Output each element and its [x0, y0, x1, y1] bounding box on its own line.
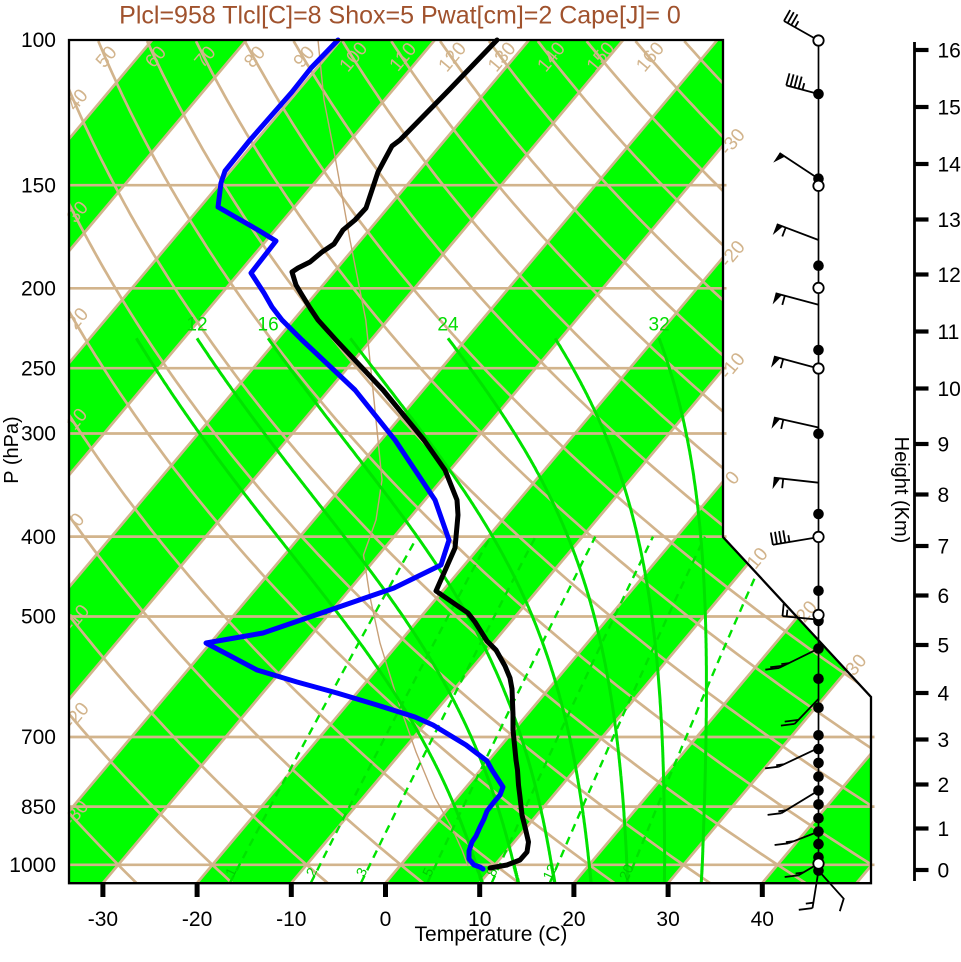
svg-text:13: 13 — [938, 209, 961, 232]
svg-text:15: 15 — [938, 96, 961, 119]
svg-text:300: 300 — [21, 423, 56, 446]
svg-text:100: 100 — [21, 29, 56, 52]
svg-text:32: 32 — [649, 314, 670, 335]
svg-text:16: 16 — [258, 314, 279, 335]
svg-text:Plcl=958 Tlcl[C]=8 Shox=5 P: Plcl=958 Tlcl[C]=8 Shox=5 Pwat[cm]=2 Cap… — [119, 2, 681, 30]
svg-text:0: 0 — [380, 908, 392, 931]
svg-text:150: 150 — [21, 174, 56, 197]
svg-text:4: 4 — [938, 682, 950, 705]
svg-text:12: 12 — [938, 264, 961, 287]
svg-text:250: 250 — [21, 357, 56, 380]
svg-text:2: 2 — [938, 774, 950, 797]
svg-text:Height (Km): Height (Km) — [890, 437, 912, 544]
svg-text:3: 3 — [938, 729, 950, 752]
svg-text:1000: 1000 — [9, 854, 56, 877]
svg-text:14: 14 — [938, 153, 961, 176]
svg-text:24: 24 — [437, 314, 459, 335]
svg-text:400: 400 — [21, 526, 56, 549]
svg-text:Temperature (C): Temperature (C) — [415, 923, 568, 946]
svg-text:11: 11 — [938, 321, 960, 344]
svg-text:16: 16 — [938, 39, 961, 62]
svg-text:7: 7 — [938, 535, 950, 558]
svg-text:P (hPa): P (hPa) — [1, 416, 23, 483]
svg-text:850: 850 — [21, 796, 56, 819]
svg-text:40: 40 — [751, 908, 774, 931]
svg-text:-20: -20 — [182, 908, 212, 931]
svg-text:10: 10 — [938, 378, 961, 401]
svg-text:1: 1 — [938, 818, 950, 841]
svg-text:6: 6 — [938, 585, 950, 608]
svg-text:0: 0 — [938, 859, 950, 882]
svg-text:5: 5 — [938, 634, 950, 657]
svg-text:500: 500 — [21, 606, 56, 629]
svg-text:30: 30 — [656, 908, 679, 931]
svg-text:700: 700 — [21, 726, 56, 749]
svg-text:8: 8 — [938, 484, 950, 507]
svg-text:12: 12 — [186, 314, 207, 335]
svg-text:9: 9 — [938, 433, 950, 456]
svg-text:200: 200 — [21, 278, 56, 301]
svg-text:-30: -30 — [88, 908, 118, 931]
svg-text:-10: -10 — [276, 908, 306, 931]
